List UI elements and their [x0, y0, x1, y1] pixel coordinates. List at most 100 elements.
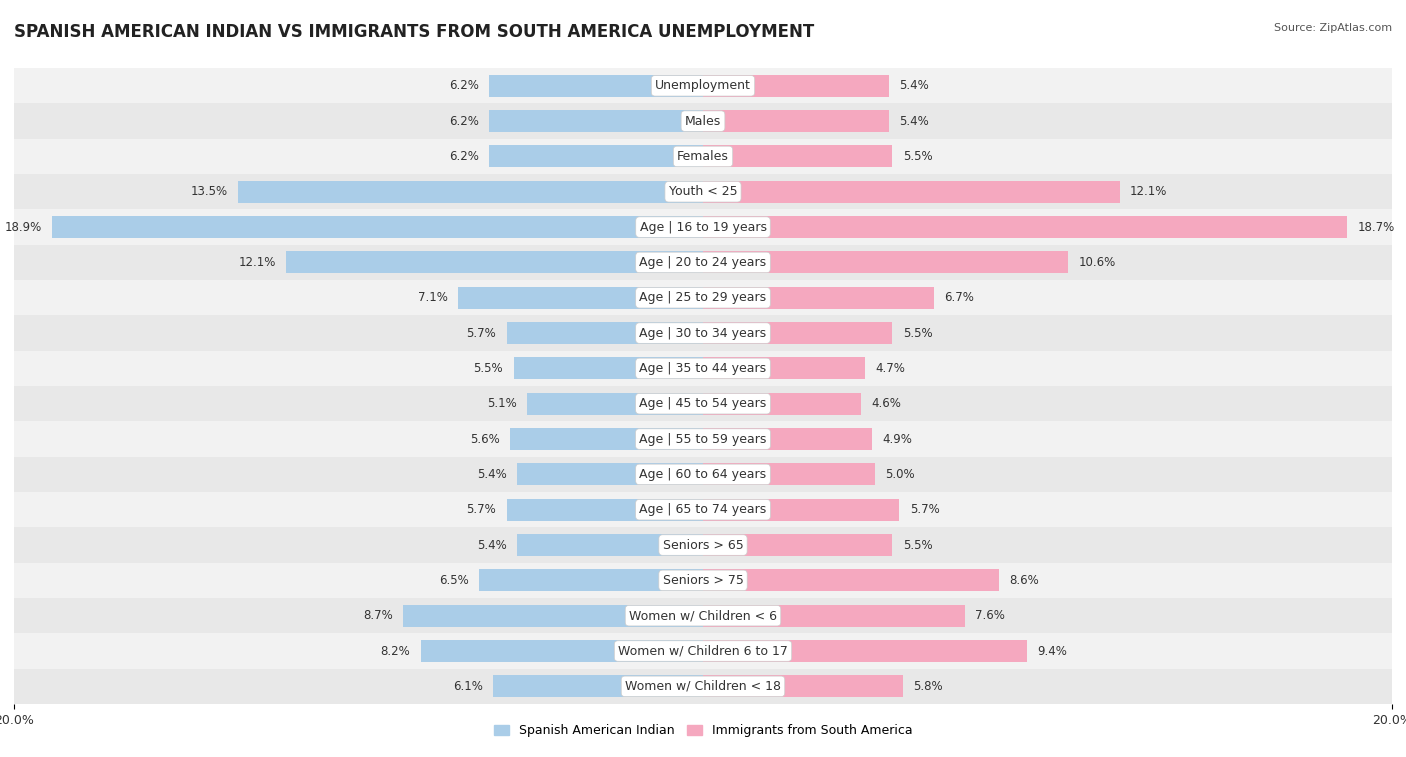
Bar	[527, 393, 703, 415]
Text: 5.1%: 5.1%	[488, 397, 517, 410]
Bar	[703, 463, 875, 485]
Text: 5.0%: 5.0%	[886, 468, 915, 481]
Text: SPANISH AMERICAN INDIAN VS IMMIGRANTS FROM SOUTH AMERICA UNEMPLOYMENT: SPANISH AMERICAN INDIAN VS IMMIGRANTS FR…	[14, 23, 814, 41]
Bar	[703, 357, 865, 379]
Bar	[703, 145, 893, 167]
Bar	[703, 287, 934, 309]
Text: 5.5%: 5.5%	[903, 150, 932, 163]
Bar	[14, 280, 1392, 316]
Text: 4.7%: 4.7%	[875, 362, 905, 375]
Text: Age | 25 to 29 years: Age | 25 to 29 years	[640, 291, 766, 304]
Bar	[517, 463, 703, 485]
Text: Age | 35 to 44 years: Age | 35 to 44 years	[640, 362, 766, 375]
Text: 8.7%: 8.7%	[363, 609, 392, 622]
Text: 4.6%: 4.6%	[872, 397, 901, 410]
Bar	[14, 598, 1392, 634]
Text: 5.4%: 5.4%	[477, 538, 506, 552]
Text: Age | 55 to 59 years: Age | 55 to 59 years	[640, 432, 766, 446]
Text: 12.1%: 12.1%	[239, 256, 276, 269]
Bar	[404, 605, 703, 627]
Bar	[489, 75, 703, 97]
Text: Age | 60 to 64 years: Age | 60 to 64 years	[640, 468, 766, 481]
Text: Males: Males	[685, 114, 721, 128]
Bar	[14, 245, 1392, 280]
Text: 5.8%: 5.8%	[912, 680, 943, 693]
Text: Women w/ Children < 6: Women w/ Children < 6	[628, 609, 778, 622]
Bar	[489, 145, 703, 167]
Bar	[506, 499, 703, 521]
Bar	[510, 428, 703, 450]
Bar	[14, 316, 1392, 350]
Text: Source: ZipAtlas.com: Source: ZipAtlas.com	[1274, 23, 1392, 33]
Bar	[14, 350, 1392, 386]
Bar	[420, 640, 703, 662]
Bar	[14, 562, 1392, 598]
Text: Women w/ Children 6 to 17: Women w/ Children 6 to 17	[619, 644, 787, 658]
Text: 5.7%: 5.7%	[467, 503, 496, 516]
Text: 5.4%: 5.4%	[477, 468, 506, 481]
Text: 6.1%: 6.1%	[453, 680, 482, 693]
Text: 8.6%: 8.6%	[1010, 574, 1039, 587]
Text: 7.1%: 7.1%	[418, 291, 449, 304]
Text: Unemployment: Unemployment	[655, 79, 751, 92]
Text: 5.5%: 5.5%	[903, 326, 932, 340]
Bar	[52, 217, 703, 238]
Text: 5.7%: 5.7%	[910, 503, 939, 516]
Text: 12.1%: 12.1%	[1130, 185, 1167, 198]
Bar	[703, 322, 893, 344]
Bar	[703, 640, 1026, 662]
Bar	[513, 357, 703, 379]
Bar	[703, 181, 1119, 203]
Text: Women w/ Children < 18: Women w/ Children < 18	[626, 680, 780, 693]
Bar	[14, 492, 1392, 528]
Bar	[703, 499, 900, 521]
Bar	[287, 251, 703, 273]
Bar	[14, 104, 1392, 139]
Bar	[703, 675, 903, 697]
Text: 9.4%: 9.4%	[1038, 644, 1067, 658]
Text: 18.9%: 18.9%	[4, 220, 42, 234]
Bar	[703, 428, 872, 450]
Bar	[14, 139, 1392, 174]
Bar	[14, 68, 1392, 104]
Text: Age | 20 to 24 years: Age | 20 to 24 years	[640, 256, 766, 269]
Text: Females: Females	[678, 150, 728, 163]
Text: 6.2%: 6.2%	[450, 150, 479, 163]
Text: 6.2%: 6.2%	[450, 114, 479, 128]
Bar	[14, 456, 1392, 492]
Legend: Spanish American Indian, Immigrants from South America: Spanish American Indian, Immigrants from…	[489, 719, 917, 743]
Text: 5.6%: 5.6%	[470, 432, 499, 446]
Bar	[238, 181, 703, 203]
Bar	[14, 668, 1392, 704]
Text: Seniors > 75: Seniors > 75	[662, 574, 744, 587]
Text: 13.5%: 13.5%	[190, 185, 228, 198]
Text: Age | 30 to 34 years: Age | 30 to 34 years	[640, 326, 766, 340]
Text: Youth < 25: Youth < 25	[669, 185, 737, 198]
Bar	[479, 569, 703, 591]
Bar	[703, 111, 889, 132]
Bar	[14, 634, 1392, 668]
Text: 8.2%: 8.2%	[381, 644, 411, 658]
Bar	[14, 422, 1392, 456]
Text: Age | 65 to 74 years: Age | 65 to 74 years	[640, 503, 766, 516]
Text: Age | 45 to 54 years: Age | 45 to 54 years	[640, 397, 766, 410]
Text: 10.6%: 10.6%	[1078, 256, 1116, 269]
Bar	[703, 534, 893, 556]
Bar	[494, 675, 703, 697]
Text: 6.2%: 6.2%	[450, 79, 479, 92]
Bar	[14, 174, 1392, 210]
Bar	[703, 251, 1069, 273]
Bar	[489, 111, 703, 132]
Text: 6.5%: 6.5%	[439, 574, 468, 587]
Text: 5.5%: 5.5%	[903, 538, 932, 552]
Text: 18.7%: 18.7%	[1358, 220, 1395, 234]
Bar	[703, 393, 862, 415]
Text: 5.7%: 5.7%	[467, 326, 496, 340]
Bar	[703, 569, 1000, 591]
Bar	[517, 534, 703, 556]
Bar	[703, 75, 889, 97]
Text: Seniors > 65: Seniors > 65	[662, 538, 744, 552]
Text: 5.4%: 5.4%	[900, 114, 929, 128]
Bar	[14, 386, 1392, 422]
Bar	[506, 322, 703, 344]
